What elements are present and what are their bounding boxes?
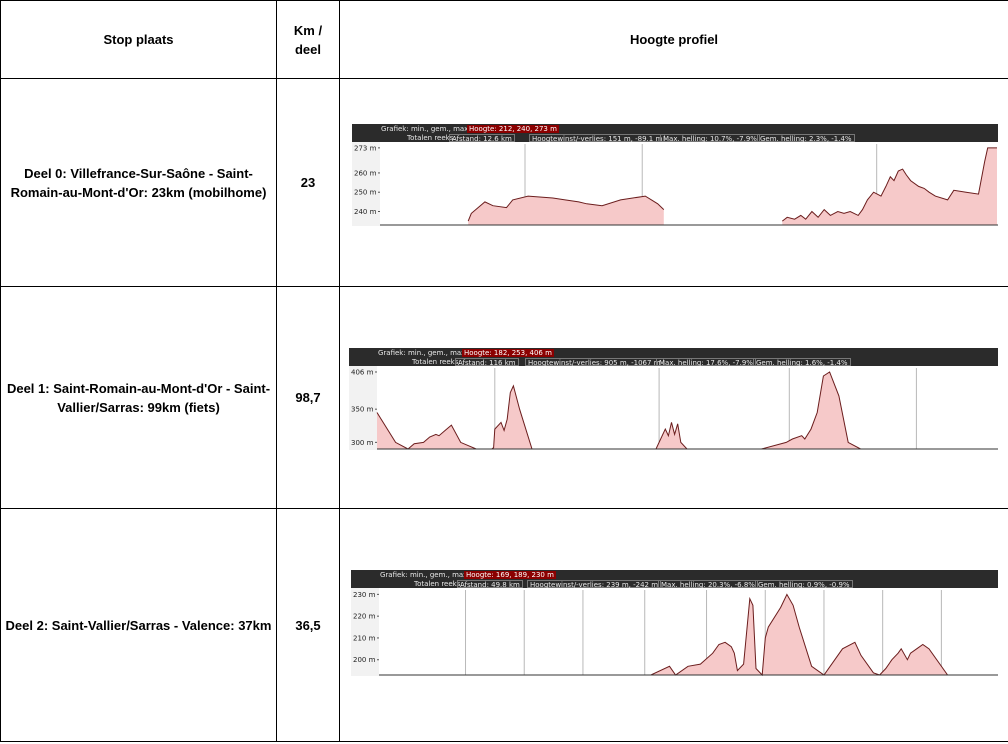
graph-label: Grafiek: min., gem., max. xyxy=(378,349,468,357)
gem-helling-value: Gem. helling: 2.3%, -1.4% xyxy=(757,134,855,143)
y-tick-label: 220 m xyxy=(353,613,376,621)
y-tick-label: 350 m xyxy=(351,406,374,414)
winst-value: Hoogtewinst/-verlies: 905 m, -1067 m xyxy=(525,358,664,367)
plot-area-1: 300 m 350 m 406 m xyxy=(349,366,998,450)
elevation-line xyxy=(376,371,873,450)
plot-area-0: 240 m 250 m 260 m 273 m xyxy=(352,142,998,226)
y-axis-panel xyxy=(352,142,380,226)
y-tick-label: 200 m xyxy=(353,656,376,664)
max-helling-value: Max. helling: 17.6%, -7.9% xyxy=(656,358,756,367)
stop-cell-1: Deel 1: Saint-Romain-au-Mont-d'Or - Sain… xyxy=(0,286,277,509)
afstand-value: Afstand: 12.6 km xyxy=(449,134,515,143)
stop-cell-0: Deel 0: Villefrance-Sur-Saône - Saint-Ro… xyxy=(0,78,277,287)
elevation-area xyxy=(377,372,873,449)
graph-label: Grafiek: min., gem., max. xyxy=(380,571,470,579)
km-cell-1: 98,7 xyxy=(276,286,340,509)
profile-cell-1: Grafiek: min., gem., max. Hoogte: 182, 2… xyxy=(339,286,1008,509)
stop-cell-2: Deel 2: Saint-Vallier/Sarras - Valence: … xyxy=(0,508,277,742)
km-cell-2: 36,5 xyxy=(276,508,340,742)
elevation-area xyxy=(782,147,997,225)
km-cell-0: 23 xyxy=(276,78,340,287)
elevation-area xyxy=(468,196,664,225)
header-km: Km / deel xyxy=(276,0,340,79)
header-profile: Hoogte profiel xyxy=(339,0,1008,79)
y-tick-label: 300 m xyxy=(351,439,374,447)
plot-area-2: 200 m 210 m 220 m 230 m xyxy=(351,588,998,676)
graph-label: Grafiek: min., gem., max. xyxy=(381,125,471,133)
totalen-label: Totalen reeks: xyxy=(412,358,461,366)
elevation-chart-0: Grafiek: min., gem., max. Hoogte: 212, 2… xyxy=(352,124,998,226)
y-tick-label: 273 m xyxy=(354,144,377,152)
y-tick-label: 250 m xyxy=(354,189,377,197)
elevation-chart-2: Grafiek: min., gem., max. Hoogte: 169, 1… xyxy=(351,570,998,676)
y-tick-label: 230 m xyxy=(353,591,376,599)
max-helling-value: Max. helling: 10.7%, -7.9% xyxy=(660,134,760,143)
profile-cell-2: Grafiek: min., gem., max. Hoogte: 169, 1… xyxy=(339,508,1008,742)
hoogte-badge: Hoogte: 182, 253, 406 m xyxy=(462,349,554,357)
elevation-line xyxy=(781,147,997,222)
profile-cell-0: Grafiek: min., gem., max. Hoogte: 212, 2… xyxy=(339,78,1008,287)
y-axis-panel xyxy=(351,588,379,676)
header-stop: Stop plaats xyxy=(0,0,277,79)
y-tick-label: 406 m xyxy=(351,368,374,376)
winst-value: Hoogtewinst/-verlies: 151 m, -89.1 m xyxy=(529,134,666,143)
elevation-area xyxy=(379,594,997,675)
y-axis-panel xyxy=(349,366,377,450)
y-tick-label: 260 m xyxy=(354,169,377,177)
elevation-chart-1: Grafiek: min., gem., max. Hoogte: 182, 2… xyxy=(349,348,998,450)
afstand-value: Afstand: 116 km xyxy=(455,358,519,367)
gem-helling-value: Gem. helling: 0.9%, -0.9% xyxy=(755,580,853,589)
y-tick-label: 240 m xyxy=(354,208,377,216)
elevation-line xyxy=(379,593,997,676)
y-tick-label: 210 m xyxy=(353,634,376,642)
gem-helling-value: Gem. helling: 1.6%, -1.4% xyxy=(753,358,851,367)
totalen-label: Totalen reeks: xyxy=(414,580,463,588)
header-km-line2: deel xyxy=(294,41,321,57)
totalen-label: Totalen reeks: xyxy=(407,134,456,142)
elevation-line xyxy=(467,195,665,222)
max-helling-value: Max. helling: 20.3%, -6.8% xyxy=(658,580,758,589)
afstand-value: Afstand: 49.8 km xyxy=(457,580,523,589)
hoogte-badge: Hoogte: 169, 189, 230 m xyxy=(464,571,556,579)
hoogte-badge: Hoogte: 212, 240, 273 m xyxy=(467,125,559,133)
winst-value: Hoogtewinst/-verlies: 239 m, -242 m xyxy=(527,580,662,589)
header-km-line1: Km / xyxy=(293,22,323,38)
